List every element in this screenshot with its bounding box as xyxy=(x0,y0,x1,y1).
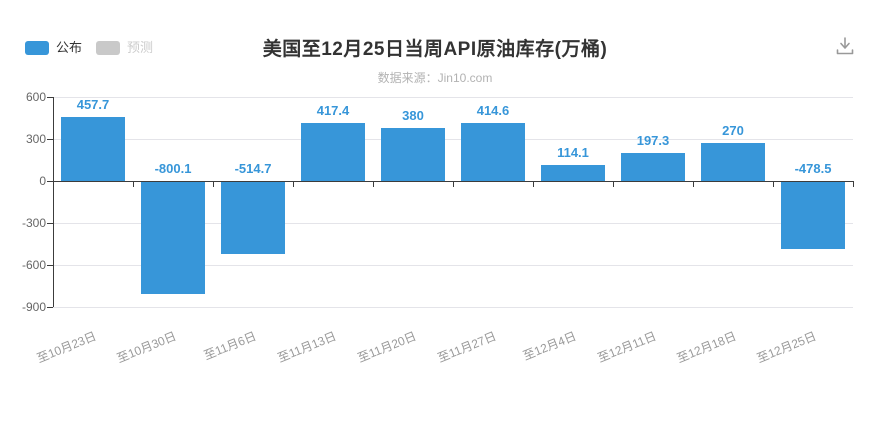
download-icon xyxy=(836,37,854,55)
bar-value-label: 197.3 xyxy=(636,133,670,149)
legend-swatch-published xyxy=(25,41,49,55)
y-axis-tick xyxy=(47,222,53,224)
x-axis-tick xyxy=(853,181,854,187)
x-axis-category-label: 至11月20日 xyxy=(355,329,419,366)
bar-value-label: -800.1 xyxy=(154,161,192,176)
x-axis-tick xyxy=(533,181,534,187)
x-axis-category-label: 至12月18日 xyxy=(674,329,739,366)
x-axis-tick xyxy=(53,181,54,187)
y-axis-label: -300 xyxy=(21,216,46,230)
x-axis-category-label: 至12月25日 xyxy=(754,329,819,366)
x-axis-category-label: 至11月27日 xyxy=(435,329,499,366)
x-axis-tick xyxy=(773,181,774,187)
bar-value-label: 417.4 xyxy=(316,102,350,118)
y-axis-label: -900 xyxy=(21,300,46,314)
x-axis-category-label: 至10月30日 xyxy=(114,329,179,366)
legend: 公布 预测 xyxy=(25,41,153,55)
legend-label-forecast: 预测 xyxy=(127,40,154,55)
bar-至11月13日[interactable] xyxy=(301,122,365,181)
bar-至12月11日[interactable] xyxy=(621,153,685,181)
gridline xyxy=(53,138,853,140)
x-axis-tick xyxy=(373,181,374,187)
x-axis-category-label: 至12月4日 xyxy=(521,329,579,363)
legend-item-published[interactable]: 公布 xyxy=(25,41,82,55)
x-axis-tick xyxy=(453,181,454,187)
x-axis-tick xyxy=(213,181,214,187)
x-axis-category-label: 至11月13日 xyxy=(275,329,339,366)
gridline xyxy=(53,222,853,224)
y-axis-line xyxy=(53,97,54,307)
gridline xyxy=(53,306,853,308)
bar-至10月30日[interactable] xyxy=(141,182,205,294)
legend-swatch-forecast xyxy=(96,41,121,55)
x-axis-tick xyxy=(693,181,694,187)
y-axis-tick xyxy=(47,180,53,182)
x-axis-category-label: 至12月11日 xyxy=(595,329,659,366)
bar-至12月18日[interactable] xyxy=(701,143,765,181)
bar-至10月23日[interactable] xyxy=(61,116,125,181)
legend-label-published: 公布 xyxy=(56,40,83,55)
bar-value-label: 270 xyxy=(722,123,744,139)
y-axis-tick xyxy=(47,96,53,98)
bar-value-label: 380 xyxy=(402,107,424,123)
y-axis-label: -600 xyxy=(21,258,46,272)
download-button[interactable] xyxy=(830,32,860,62)
x-axis-tick xyxy=(293,181,294,187)
y-axis-tick xyxy=(47,264,53,266)
bar-value-label: 114.1 xyxy=(557,145,589,161)
bar-value-label: -478.5 xyxy=(794,161,832,176)
bar-value-label: 414.6 xyxy=(476,102,510,118)
x-axis-tick xyxy=(133,181,134,187)
y-axis-label: 0 xyxy=(39,174,46,188)
x-axis-category-label: 至11月6日 xyxy=(201,329,259,363)
y-axis-tick xyxy=(47,306,53,308)
y-axis-label: 300 xyxy=(25,132,46,146)
gridline xyxy=(53,264,853,266)
legend-item-forecast[interactable]: 预测 xyxy=(96,41,153,55)
bar-value-label: 457.7 xyxy=(76,96,110,112)
bar-至11月20日[interactable] xyxy=(381,127,445,181)
bar-value-label: -514.7 xyxy=(234,161,272,176)
x-axis-tick xyxy=(613,181,614,187)
bar-至11月27日[interactable] xyxy=(461,122,525,181)
bar-至11月6日[interactable] xyxy=(221,182,285,255)
y-axis-tick xyxy=(47,138,53,140)
gridline xyxy=(53,96,853,98)
y-axis-label: 600 xyxy=(25,90,46,104)
bar-至12月25日[interactable] xyxy=(781,182,845,249)
bar-至12月4日[interactable] xyxy=(541,165,605,181)
